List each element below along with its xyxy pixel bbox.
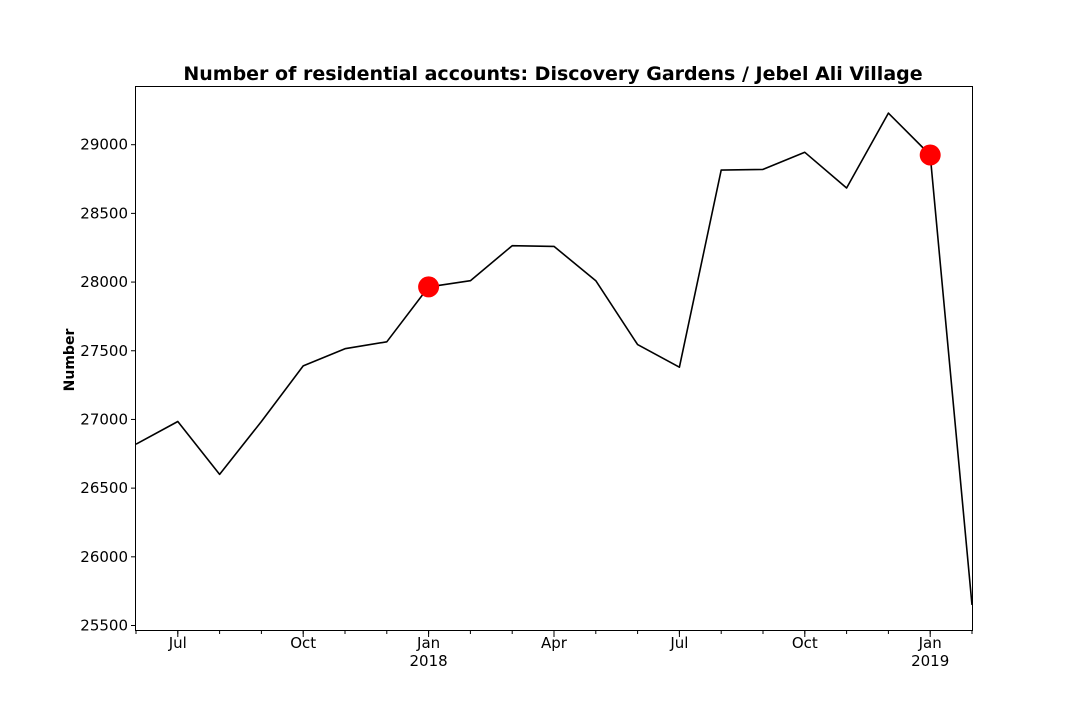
y-tick-label: 27000 <box>80 410 128 428</box>
chart-title: Number of residential accounts: Discover… <box>183 63 922 85</box>
x-tick-label: Jan <box>416 634 440 652</box>
x-tick-year-label: 2019 <box>911 652 949 670</box>
y-tick-label: 26000 <box>80 548 128 566</box>
highlight-point <box>418 276 440 298</box>
y-tick-label: 28500 <box>80 204 128 222</box>
x-tick-label: Oct <box>792 634 818 652</box>
y-tick-label: 25500 <box>80 617 128 635</box>
y-tick-label: 27500 <box>80 342 128 360</box>
y-axis: 25500 26000 26500 27000 27500 28000 28500 29000 <box>80 136 136 635</box>
x-tick-label: Jan <box>918 634 942 652</box>
y-tick-label: 29000 <box>80 136 128 154</box>
highlight-point <box>919 144 941 166</box>
x-tick-label: Oct <box>290 634 316 652</box>
x-tick-label: Jul <box>168 634 187 652</box>
series-line <box>135 112 973 605</box>
series-layer <box>135 112 973 605</box>
y-axis-label: Number <box>62 329 78 392</box>
x-tick-label: Jul <box>669 634 688 652</box>
plot-area-frame <box>135 86 973 631</box>
highlight-markers <box>418 144 941 298</box>
x-tick-label: Apr <box>541 634 568 652</box>
y-tick-label: 26500 <box>80 479 128 497</box>
x-tick-year-label: 2018 <box>410 652 448 670</box>
y-tick-label: 28000 <box>80 273 128 291</box>
